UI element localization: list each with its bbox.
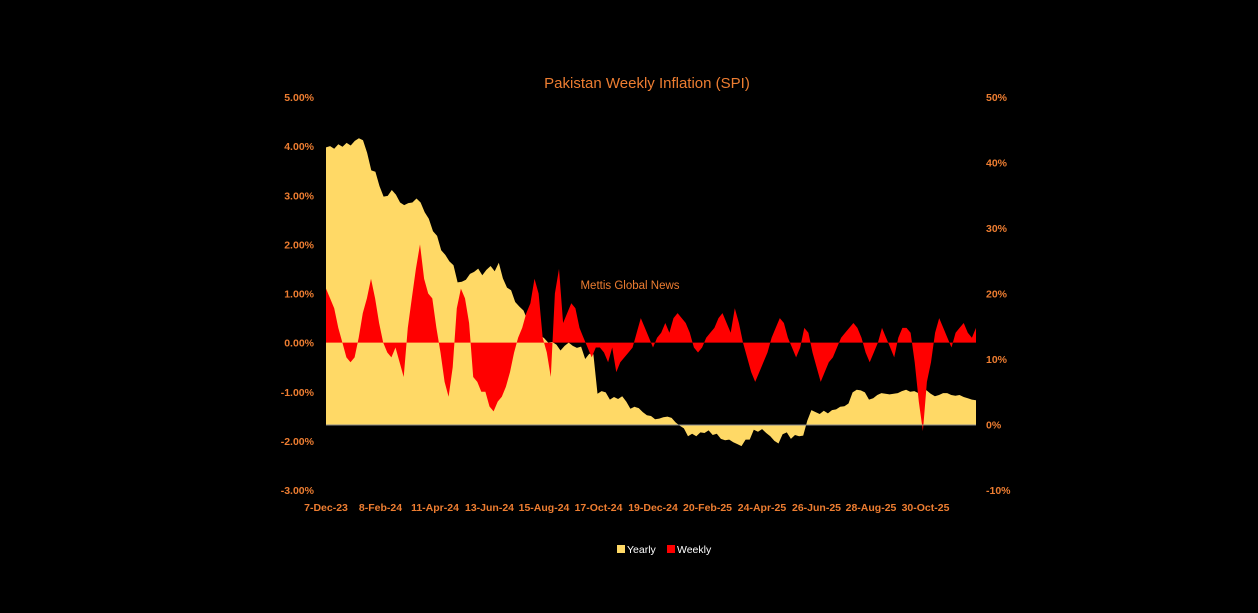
- x-tick-label: 17-Oct-24: [575, 502, 623, 514]
- plot-area: [326, 138, 976, 447]
- y-right-tick-label: 10%: [986, 354, 1008, 366]
- legend-swatch-yearly: [617, 545, 625, 553]
- x-tick-label: 19-Dec-24: [628, 502, 678, 514]
- y-left-tick-label: -2.00%: [281, 436, 315, 448]
- series-area-weekly: [326, 244, 976, 432]
- x-tick-label: 28-Aug-25: [846, 502, 897, 514]
- y-left-tick-label: 4.00%: [284, 141, 314, 153]
- y-right-tick-label: -10%: [986, 485, 1011, 497]
- x-tick-label: 26-Jun-25: [792, 502, 841, 514]
- y-right-tick-label: 40%: [986, 158, 1008, 170]
- x-tick-label: 30-Oct-25: [902, 502, 950, 514]
- legend: Yearly Weekly: [617, 544, 712, 556]
- y-left-tick-label: -3.00%: [281, 485, 315, 497]
- y-left-tick-label: 3.00%: [284, 190, 314, 202]
- y-right-tick-label: 20%: [986, 289, 1008, 301]
- y-right-tick-label: 50%: [986, 92, 1008, 104]
- legend-label-yearly: Yearly: [627, 544, 657, 556]
- x-tick-label: 20-Feb-25: [683, 502, 732, 514]
- y-left-tick-label: 5.00%: [284, 92, 314, 104]
- y-right-tick-label: 0%: [986, 420, 1002, 432]
- x-tick-label: 24-Apr-25: [738, 502, 787, 514]
- y-left-tick-label: 2.00%: [284, 239, 314, 251]
- y-axis-left: -3.00% -2.00% -1.00% 0.00% 1.00% 2.00% 3.00% 4.…: [281, 92, 315, 497]
- x-tick-label: 11-Apr-24: [411, 502, 459, 514]
- watermark: Mettis Global News: [580, 280, 679, 292]
- x-axis: 7-Dec-23 8-Feb-24 11-Apr-24 13-Jun-24 15-Aug…: [304, 502, 949, 514]
- legend-swatch-weekly: [667, 545, 675, 553]
- x-tick-label: 8-Feb-24: [359, 502, 402, 514]
- x-tick-label: 15-Aug-24: [519, 502, 570, 514]
- y-left-tick-label: -1.00%: [281, 387, 315, 399]
- y-left-tick-label: 1.00%: [284, 289, 314, 301]
- chart-title: Pakistan Weekly Inflation (SPI): [544, 75, 750, 92]
- x-tick-label: 13-Jun-24: [465, 502, 514, 514]
- y-axis-right: -10% 0% 10% 20% 30% 40% 50%: [986, 92, 1011, 497]
- x-tick-label: 7-Dec-23: [304, 502, 348, 514]
- legend-label-weekly: Weekly: [677, 544, 712, 556]
- y-left-tick-label: 0.00%: [284, 338, 314, 350]
- y-right-tick-label: 30%: [986, 223, 1008, 235]
